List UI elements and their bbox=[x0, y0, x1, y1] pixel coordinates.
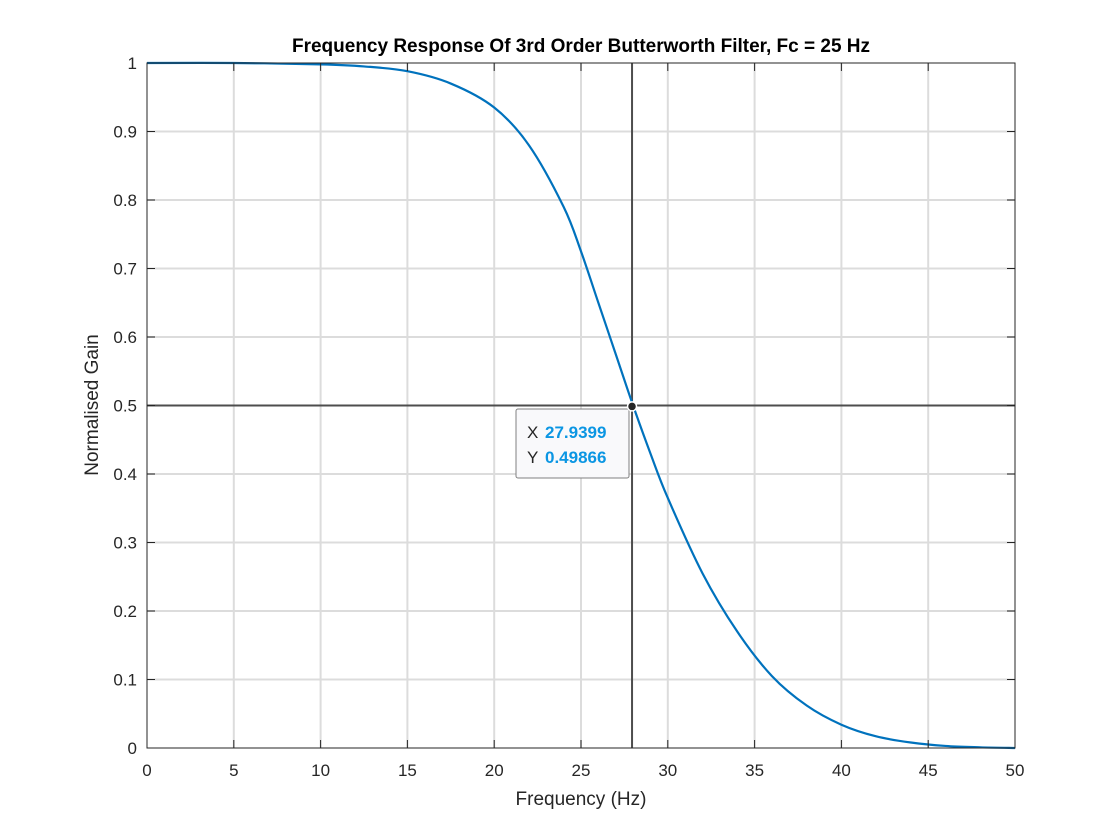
y-tick-label: 0.6 bbox=[113, 328, 137, 347]
datatip-x-value: 27.9399 bbox=[545, 423, 606, 442]
datatip-marker bbox=[626, 401, 638, 412]
x-tick-label: 30 bbox=[658, 761, 677, 780]
tick-marks bbox=[146, 62, 1016, 749]
datatip-box bbox=[515, 408, 630, 479]
x-tick-label: 15 bbox=[398, 761, 417, 780]
y-tick-label: 0.1 bbox=[113, 671, 137, 690]
y-tick-label: 0.5 bbox=[113, 397, 137, 416]
x-tick-labels: 0 5 10 15 20 25 30 35 40 45 50 bbox=[142, 761, 1024, 780]
x-tick-label: 25 bbox=[572, 761, 591, 780]
x-tick-label: 50 bbox=[1006, 761, 1025, 780]
x-tick-label: 5 bbox=[229, 761, 238, 780]
x-tick-label: 0 bbox=[142, 761, 151, 780]
marker-layer bbox=[626, 401, 638, 412]
y-tick-label: 0.3 bbox=[113, 534, 137, 553]
x-tick-label: 20 bbox=[485, 761, 504, 780]
y-tick-label: 1 bbox=[128, 54, 137, 73]
y-tick-label: 0.8 bbox=[113, 191, 137, 210]
y-axis-label: Normalised Gain bbox=[82, 334, 103, 476]
y-tick-label: 0 bbox=[128, 739, 137, 758]
datatip-y-value: 0.49866 bbox=[545, 448, 606, 467]
x-tick-label: 35 bbox=[745, 761, 764, 780]
chart-title: Frequency Response Of 3rd Order Butterwo… bbox=[292, 36, 870, 57]
x-axis-label: Frequency (Hz) bbox=[516, 789, 647, 810]
y-tick-label: 0.9 bbox=[113, 123, 137, 142]
y-tick-label: 0.7 bbox=[113, 260, 137, 279]
x-tick-label: 45 bbox=[919, 761, 938, 780]
y-tick-labels: 0 0.1 0.2 0.3 0.4 0.5 0.6 0.7 0.8 0.9 1 bbox=[113, 54, 137, 758]
x-tick-label: 40 bbox=[832, 761, 851, 780]
x-tick-label: 10 bbox=[311, 761, 330, 780]
y-tick-label: 0.2 bbox=[113, 602, 137, 621]
y-tick-label: 0.4 bbox=[113, 465, 137, 484]
datatip-y-label: Y bbox=[527, 448, 538, 467]
datatip-x-label: X bbox=[527, 423, 538, 442]
datatip[interactable]: X 27.9399 Y 0.49866 bbox=[515, 408, 630, 479]
